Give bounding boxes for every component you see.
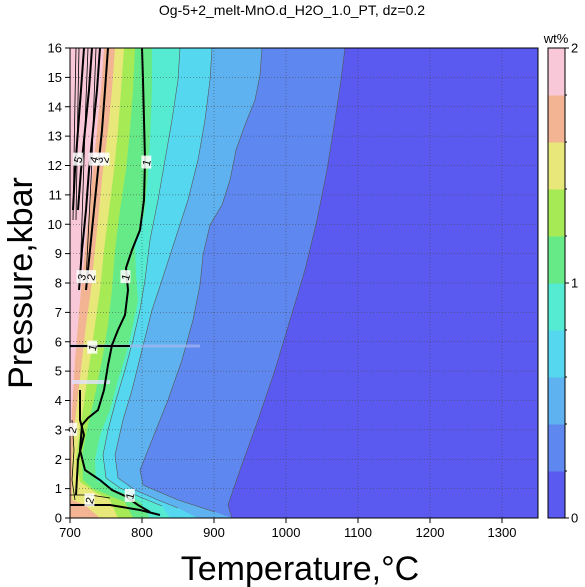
contour-label-bg [72, 152, 83, 166]
contour-label-bg [93, 152, 104, 166]
contour-label-bg [120, 270, 131, 284]
y-tick-label: 14 [48, 99, 62, 114]
contour-label-bg [124, 488, 135, 502]
y-tick-label: 8 [55, 276, 62, 291]
contour-label-bg [84, 493, 95, 507]
chart-title: Og-5+2_melt-MnO.d_H2O_1.0_PT, dz=0.2 [159, 2, 425, 18]
colorbar-segment [548, 236, 565, 284]
y-tick-label: 12 [48, 158, 62, 173]
x-tick-label: 1100 [344, 525, 372, 540]
contour-label: 3 [76, 273, 89, 282]
y-tick-label: 7 [55, 305, 62, 320]
x-axis-label: Temperature,°C [181, 550, 419, 587]
y-tick-label: 1 [55, 481, 62, 496]
contour-label: 1 [120, 273, 133, 282]
colorbar-segment [548, 283, 565, 331]
contour-label: 2 [67, 426, 80, 435]
y-axis-label: Pressure,kbar [2, 177, 40, 389]
colorbar-tick-label: 1 [571, 276, 578, 291]
colorbar-segment [548, 95, 565, 143]
x-axis-ticks: 700 800 900 1000 1100 1200 1300 [59, 518, 516, 540]
colorbar-label: wt% [543, 31, 569, 46]
colorbar-segment [548, 48, 565, 96]
x-tick-label: 700 [59, 525, 81, 540]
contour-outlines [102, 48, 346, 518]
y-tick-label: 15 [48, 70, 62, 85]
contour-label-bg [67, 422, 78, 436]
contour-label: 5 [72, 155, 85, 164]
grid-lines [70, 48, 538, 518]
y-tick-label: 10 [48, 217, 62, 232]
colorbar-segment [548, 377, 565, 425]
y-tick-label: 3 [55, 422, 62, 437]
contour-label: 2 [84, 496, 97, 505]
y-tick-label: 9 [55, 246, 62, 261]
y-tick-label: 5 [55, 364, 62, 379]
y-tick-label: 6 [55, 334, 62, 349]
y-tick-label: 16 [48, 41, 62, 56]
contour-label-bg [88, 152, 99, 166]
contour-label: 3 [93, 155, 106, 164]
contour-label: 4 [88, 155, 101, 164]
colorbar: 0 1 2 [547, 41, 578, 526]
contour-label-bg [87, 340, 98, 354]
colorbar-segment [548, 424, 565, 472]
contour-label: 2 [85, 273, 98, 282]
x-tick-label: 900 [203, 525, 225, 540]
x-tick-label: 1300 [488, 525, 517, 540]
contour-label-bg [141, 155, 152, 169]
contour-label: 1 [124, 492, 137, 501]
x-tick-label: 1200 [416, 525, 445, 540]
colorbar-segment [548, 330, 565, 378]
colorbar-tick-label: 0 [571, 511, 578, 526]
y-tick-label: 2 [55, 452, 62, 467]
contour-label: 1 [141, 158, 154, 167]
colorbar-segment [548, 471, 565, 519]
contour-label-bg [76, 270, 87, 284]
colorbar-tick-label: 2 [571, 41, 578, 56]
region-1.8-2.0 [70, 48, 104, 460]
y-tick-label: 4 [55, 393, 62, 408]
y-tick-label: 0 [55, 511, 62, 526]
x-tick-label: 1000 [272, 525, 301, 540]
contour-label-bg [85, 270, 96, 284]
contour-label: 2 [99, 155, 112, 164]
colorbar-segment [548, 142, 565, 190]
x-tick-label: 800 [131, 525, 153, 540]
colorbar-segment [548, 189, 565, 237]
contour-label: 1 [87, 343, 100, 352]
y-tick-label: 11 [49, 187, 63, 202]
y-tick-label: 13 [48, 129, 62, 144]
contour-label-bg [99, 152, 110, 166]
